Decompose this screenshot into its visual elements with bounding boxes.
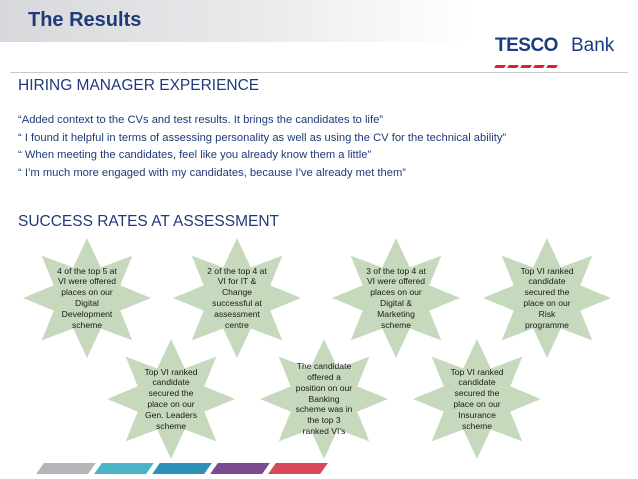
star-digital-development: 4 of the top 5 at VI were offered places… (22, 237, 152, 359)
star-text: 2 of the top 4 at VI for IT & Change suc… (207, 265, 267, 330)
star-banking: The candidate offered a position on our … (259, 338, 389, 460)
quote-item: “ I found it helpful in terms of assessi… (18, 131, 507, 144)
quote-list: “Added context to the CVs and test resul… (18, 112, 506, 182)
footer-stripe (36, 463, 96, 474)
star-risk-programme: Top VI ranked candidate secured the plac… (482, 237, 612, 359)
star-shape (413, 339, 541, 459)
star-gen-leaders: Top VI ranked candidate secured the plac… (106, 338, 236, 460)
star-text: The candidate offered a position on our … (295, 361, 353, 436)
star-shape (332, 238, 460, 358)
slide-title: The Results (28, 9, 142, 31)
footer-stripe (268, 463, 328, 474)
star-text: 3 of the top 4 at VI were offered places… (366, 265, 426, 330)
logo-stripes (494, 55, 567, 68)
star-digital-marketing: 3 of the top 4 at VI were offered places… (331, 237, 461, 359)
star-text: Top VI ranked candidate secured the plac… (450, 366, 504, 431)
star-text: Top VI ranked candidate secured the plac… (520, 265, 574, 330)
star-shape (23, 238, 151, 358)
star-shape (483, 238, 611, 358)
title-bar (0, 0, 470, 42)
star-shape (173, 238, 301, 358)
success-heading: SUCCESS RATES AT ASSESSMENT (18, 213, 279, 230)
quote-item: “ When meeting the candidates, feel like… (18, 149, 372, 161)
footer-stripe (152, 463, 212, 474)
star-insurance: Top VI ranked candidate secured the plac… (412, 338, 542, 460)
header-divider (10, 72, 628, 73)
star-text: 4 of the top 5 at VI were offered places… (57, 265, 117, 330)
footer-stripe (94, 463, 154, 474)
star-shape (260, 339, 388, 459)
logo-wordmark: TESCO (495, 35, 558, 56)
quote-item: “ I’m much more engaged with my candidat… (18, 166, 407, 179)
footer-stripe (210, 463, 270, 474)
logo-bank-text: Bank (571, 35, 615, 56)
star-it-change: 2 of the top 4 at VI for IT & Change suc… (172, 237, 302, 359)
star-shape (107, 339, 235, 459)
hiring-heading: HIRING MANAGER EXPERIENCE (18, 77, 260, 94)
quote-item: “Added context to the CVs and test resul… (18, 114, 384, 126)
star-text: Top VI ranked candidate secured the plac… (144, 366, 198, 431)
footer-stripes (36, 463, 340, 477)
tesco-bank-logo: TESCO Bank (494, 35, 623, 68)
